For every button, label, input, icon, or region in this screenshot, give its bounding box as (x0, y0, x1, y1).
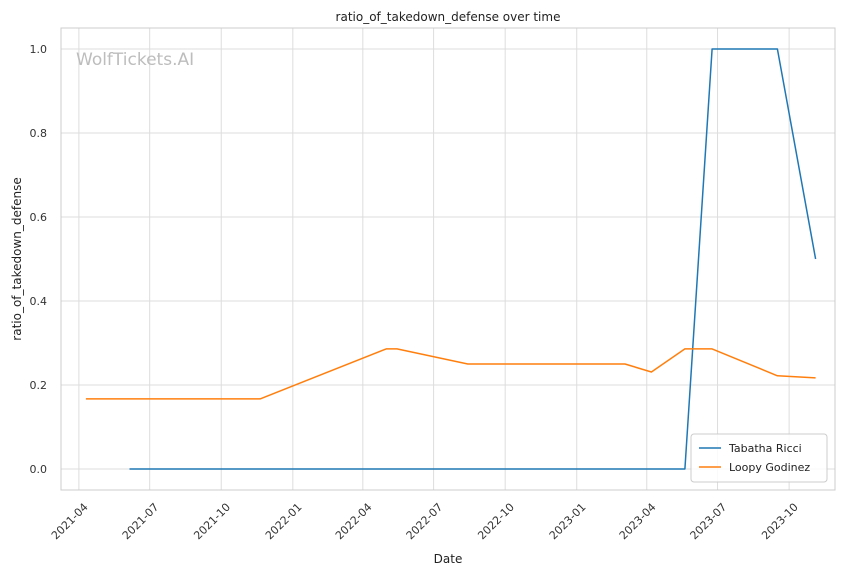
legend-label: Tabatha Ricci (728, 442, 802, 455)
series-line (129, 48, 817, 470)
y-tick-label: 0.0 (30, 463, 48, 476)
y-tick-label: 0.4 (30, 295, 48, 308)
y-tick-label: 0.8 (30, 127, 48, 140)
grid (61, 28, 835, 490)
y-tick-label: 0.2 (30, 379, 48, 392)
y-axis-title: ratio_of_takedown_defense (10, 177, 24, 340)
y-axis: 0.0 0.2 0.4 0.6 0.8 1.0 (30, 43, 48, 476)
series-lines (85, 48, 817, 470)
x-axis-title: Date (434, 552, 463, 566)
series-line (85, 348, 816, 400)
plot-frame (60, 27, 836, 491)
legend: Tabatha Ricci Loopy Godinez (690, 433, 828, 483)
y-tick-label: 1.0 (30, 43, 48, 56)
legend-box (690, 433, 828, 483)
legend-label: Loopy Godinez (729, 461, 810, 474)
chart-title: ratio_of_takedown_defense over time (336, 10, 561, 24)
y-tick-label: 0.6 (30, 211, 48, 224)
watermark: WolfTickets.AI (76, 50, 194, 70)
